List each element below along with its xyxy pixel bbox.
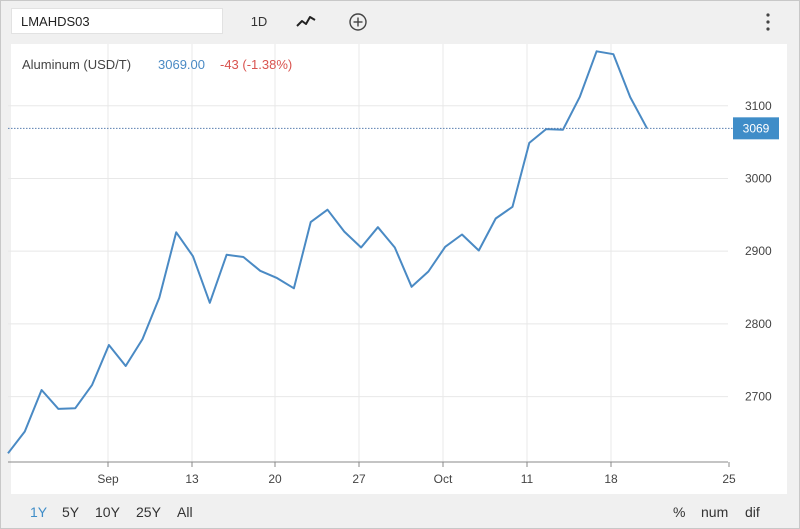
percent-button[interactable]: %: [673, 504, 686, 520]
chart-type-button[interactable]: [295, 9, 321, 35]
range-button-5y[interactable]: 5Y: [62, 504, 80, 520]
range-button-10y[interactable]: 10Y: [95, 504, 120, 520]
y-tick-label: 3100: [745, 99, 772, 113]
series-line-aluminum: [7, 50, 648, 454]
menu-button[interactable]: [761, 9, 775, 35]
x-tick-label: 20: [268, 472, 282, 486]
x-tick-label: 27: [352, 472, 366, 486]
y-tick-label: 3000: [745, 171, 772, 185]
plot-area: [11, 44, 787, 494]
toolbar: LMAHDS03 1D: [1, 1, 799, 43]
plus-circle-icon: [349, 13, 367, 31]
x-tick-label: 18: [604, 472, 618, 486]
line-chart-icon: [296, 16, 316, 27]
y-tick-label: 2800: [745, 317, 772, 331]
vertical-dots-icon: [766, 13, 770, 31]
add-indicator-button[interactable]: [347, 9, 369, 35]
num-button[interactable]: num: [701, 504, 729, 520]
range-button-1y[interactable]: 1Y: [30, 504, 48, 520]
range-bar: [1, 494, 799, 528]
dif-button[interactable]: dif: [745, 504, 760, 520]
x-tick-label: 25: [722, 472, 736, 486]
symbol-input[interactable]: LMAHDS03: [11, 8, 223, 34]
legend-series-name: Aluminum (USD/T): [22, 57, 131, 72]
range-button-all[interactable]: All: [177, 504, 193, 520]
legend-last-value: 3069.00: [158, 57, 205, 72]
last-price-tag-label: 3069: [743, 121, 770, 135]
period-button[interactable]: 1D: [250, 14, 268, 29]
x-tick-label: 11: [521, 472, 534, 486]
last-price-tag: [733, 117, 779, 140]
y-tick-label: 2700: [745, 390, 772, 404]
x-tick-label: Sep: [97, 472, 119, 486]
x-tick-label: 13: [185, 472, 199, 486]
y-tick-label: 2900: [745, 244, 772, 258]
legend-change-value: -43 (-1.38%): [220, 57, 292, 72]
range-button-25y[interactable]: 25Y: [136, 504, 161, 520]
x-tick-label: Oct: [434, 472, 453, 486]
